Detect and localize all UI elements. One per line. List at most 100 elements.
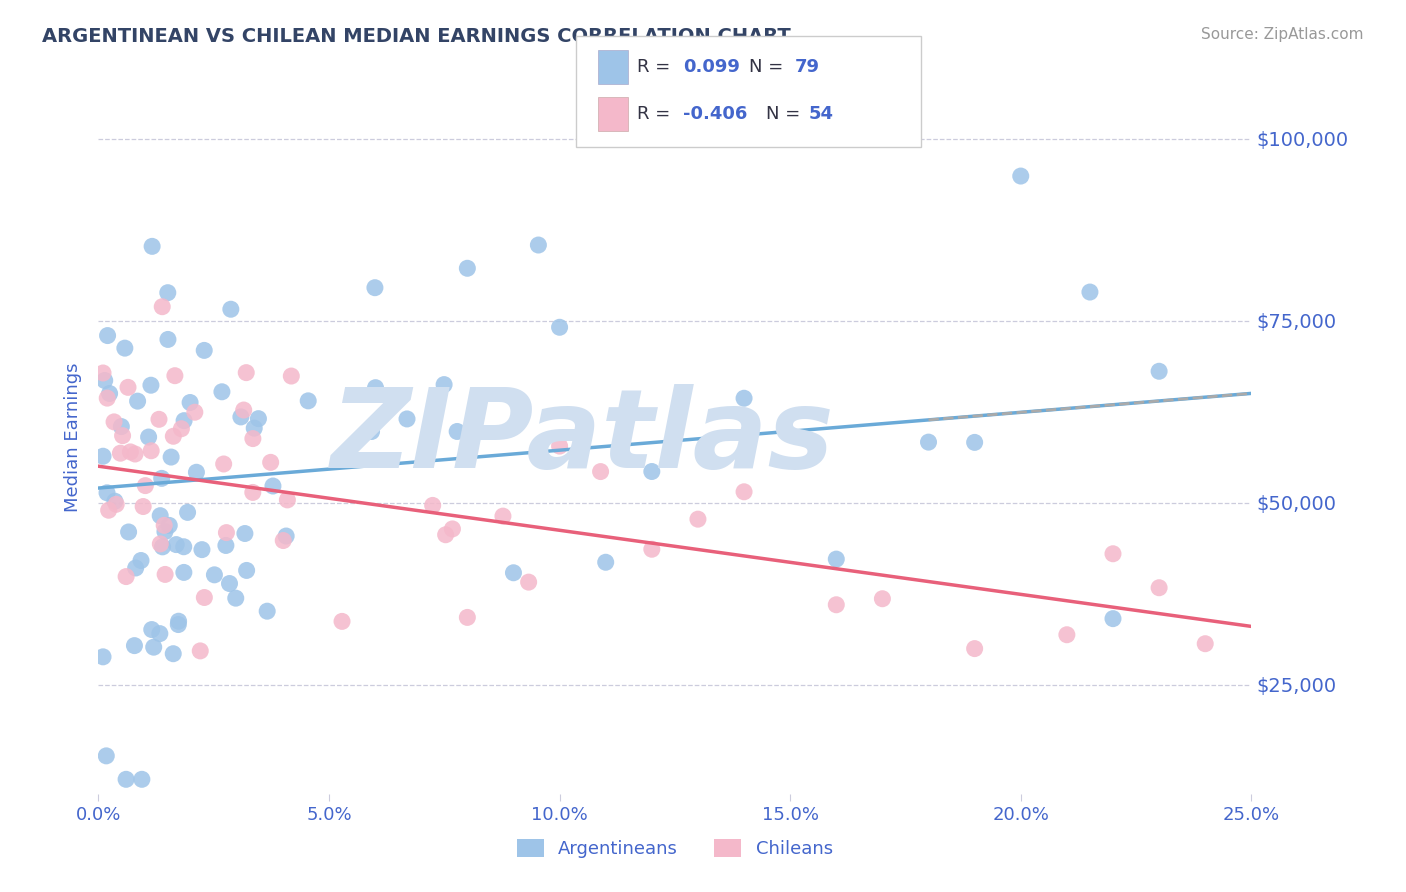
Point	[97, 503, 120, 517]
Point	[104, 494, 127, 508]
Point	[215, 525, 238, 540]
Point	[105, 497, 128, 511]
Point	[131, 772, 153, 787]
Point	[141, 623, 163, 637]
Point	[186, 465, 208, 479]
Point	[153, 524, 176, 539]
Point	[149, 508, 172, 523]
Point	[1147, 364, 1170, 378]
Point	[247, 411, 270, 425]
Point	[260, 455, 283, 469]
Point	[170, 422, 193, 436]
Text: ZIPatlas: ZIPatlas	[330, 384, 835, 491]
Point	[733, 484, 755, 499]
Point	[215, 539, 238, 553]
Point	[527, 238, 550, 252]
Point	[117, 524, 139, 539]
Point	[271, 533, 294, 548]
Point	[117, 380, 139, 394]
Text: R =: R =	[637, 58, 676, 76]
Point	[502, 566, 524, 580]
Point	[193, 591, 215, 605]
Point	[456, 610, 478, 624]
Point	[733, 391, 755, 405]
Legend: Argentineans, Chileans: Argentineans, Chileans	[509, 831, 841, 865]
Point	[1056, 628, 1078, 642]
Point	[127, 394, 149, 409]
Y-axis label: Median Earnings: Median Earnings	[65, 362, 83, 512]
Point	[93, 374, 115, 388]
Point	[173, 414, 195, 428]
Point	[446, 425, 468, 439]
Point	[157, 518, 180, 533]
Point	[219, 302, 242, 317]
Point	[148, 412, 170, 426]
Text: R =: R =	[637, 105, 676, 123]
Point	[235, 366, 257, 380]
Point	[188, 644, 211, 658]
Point	[441, 522, 464, 536]
Point	[1102, 612, 1125, 626]
Point	[91, 449, 114, 463]
Point	[173, 540, 195, 554]
Text: Source: ZipAtlas.com: Source: ZipAtlas.com	[1201, 27, 1364, 42]
Point	[641, 465, 664, 479]
Point	[96, 748, 118, 763]
Point	[297, 393, 319, 408]
Point	[360, 425, 382, 439]
Text: N =: N =	[749, 58, 789, 76]
Point	[129, 553, 152, 567]
Point	[167, 617, 190, 632]
Point	[124, 561, 146, 575]
Point	[111, 428, 134, 442]
Point	[160, 450, 183, 464]
Point	[97, 328, 120, 343]
Point	[232, 403, 254, 417]
Point	[162, 647, 184, 661]
Point	[456, 261, 478, 276]
Point	[589, 465, 612, 479]
Point	[134, 478, 156, 492]
Point	[229, 409, 252, 424]
Point	[96, 485, 118, 500]
Point	[963, 435, 986, 450]
Point	[138, 430, 160, 444]
Point	[142, 640, 165, 655]
Point	[242, 432, 264, 446]
Point	[256, 604, 278, 618]
Point	[280, 369, 302, 384]
Point	[114, 341, 136, 355]
Point	[150, 471, 173, 485]
Point	[115, 569, 138, 583]
Point	[1010, 169, 1032, 183]
Point	[150, 300, 173, 314]
Point	[225, 591, 247, 606]
Point	[179, 395, 201, 409]
Point	[595, 555, 617, 569]
Point	[173, 566, 195, 580]
Point	[212, 457, 235, 471]
Point	[243, 421, 266, 435]
Text: 54: 54	[808, 105, 834, 123]
Point	[176, 505, 198, 519]
Point	[233, 526, 256, 541]
Point	[110, 419, 132, 434]
Point	[276, 492, 298, 507]
Point	[548, 439, 571, 453]
Point	[149, 537, 172, 551]
Point	[149, 626, 172, 640]
Text: N =: N =	[766, 105, 806, 123]
Point	[218, 576, 240, 591]
Point	[242, 485, 264, 500]
Point	[686, 512, 709, 526]
Point	[917, 435, 939, 450]
Point	[211, 384, 233, 399]
Point	[825, 552, 848, 566]
Point	[262, 479, 284, 493]
Point	[1078, 285, 1101, 299]
Point	[139, 378, 162, 392]
Point	[120, 445, 142, 459]
Point	[96, 391, 118, 405]
Point	[492, 509, 515, 524]
Point	[1102, 547, 1125, 561]
